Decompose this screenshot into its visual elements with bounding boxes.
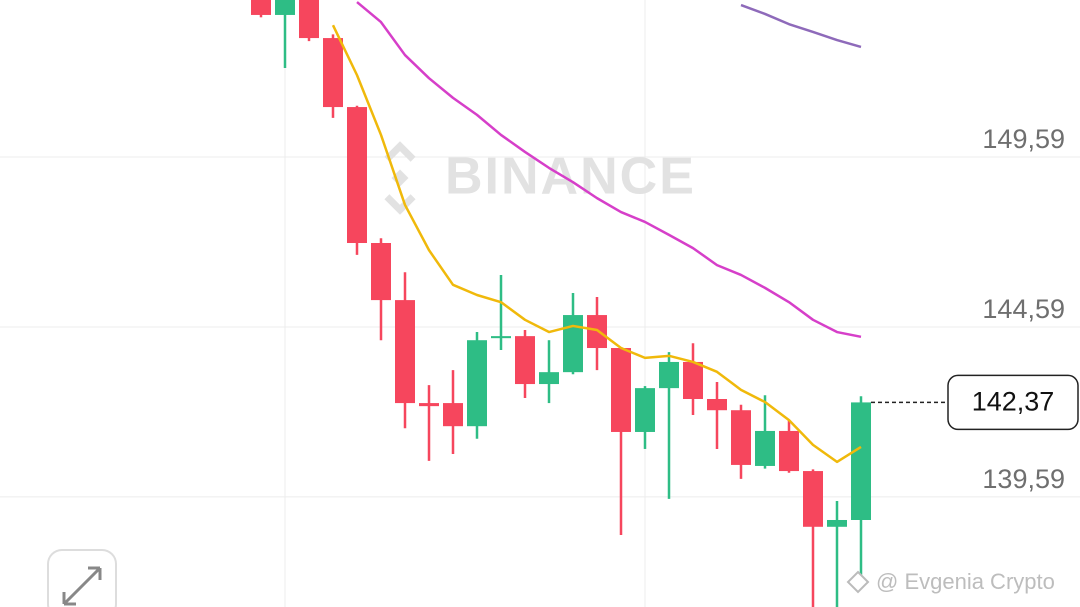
moving-average-line <box>356 1 862 339</box>
candle-body <box>443 403 463 427</box>
y-tick-label: 149,59 <box>982 124 1065 154</box>
candle-body <box>779 430 799 472</box>
candle-body <box>707 399 727 411</box>
expand-button-frame[interactable] <box>47 549 117 607</box>
logo-part <box>384 141 416 162</box>
logo-part <box>384 194 416 215</box>
candle-body <box>683 361 703 400</box>
watermark-text: BINANCE <box>445 148 696 206</box>
candle-body <box>299 0 319 39</box>
expand-button[interactable] <box>47 549 117 607</box>
candle-body <box>395 300 415 404</box>
candle-body <box>419 403 439 407</box>
candle-body <box>515 336 535 385</box>
expand-icon <box>62 566 102 606</box>
candle-body <box>803 471 823 527</box>
last-price-label: 142,37 <box>972 387 1055 417</box>
candle-body <box>755 430 775 466</box>
candle-body <box>347 107 367 244</box>
candle-body <box>635 388 655 432</box>
credit-logo <box>846 570 870 594</box>
candle-body <box>563 315 583 373</box>
credit-text: @ Evgenia Crypto <box>876 569 1055 594</box>
candle-body <box>371 243 391 301</box>
plot <box>251 0 871 607</box>
last-price-box <box>947 374 1079 431</box>
candle-body <box>731 410 751 465</box>
moving-average-line <box>740 3 862 49</box>
y-tick-label: 139,59 <box>982 464 1065 494</box>
candle-body <box>275 0 295 15</box>
credit: @ Evgenia Crypto <box>846 569 1055 594</box>
candle-body <box>251 0 271 15</box>
candle-body <box>659 361 679 389</box>
moving-average-line <box>331 24 862 464</box>
y-tick-label: 144,59 <box>982 294 1065 324</box>
watermark-logo <box>384 141 416 215</box>
candle-body <box>323 38 343 108</box>
candle-body <box>467 340 487 427</box>
candle-body <box>851 402 871 520</box>
candle-body <box>539 372 559 385</box>
watermark: BINANCE <box>384 141 696 215</box>
candle-body <box>611 348 631 432</box>
candle-body <box>827 519 847 527</box>
candle-body <box>491 336 511 339</box>
